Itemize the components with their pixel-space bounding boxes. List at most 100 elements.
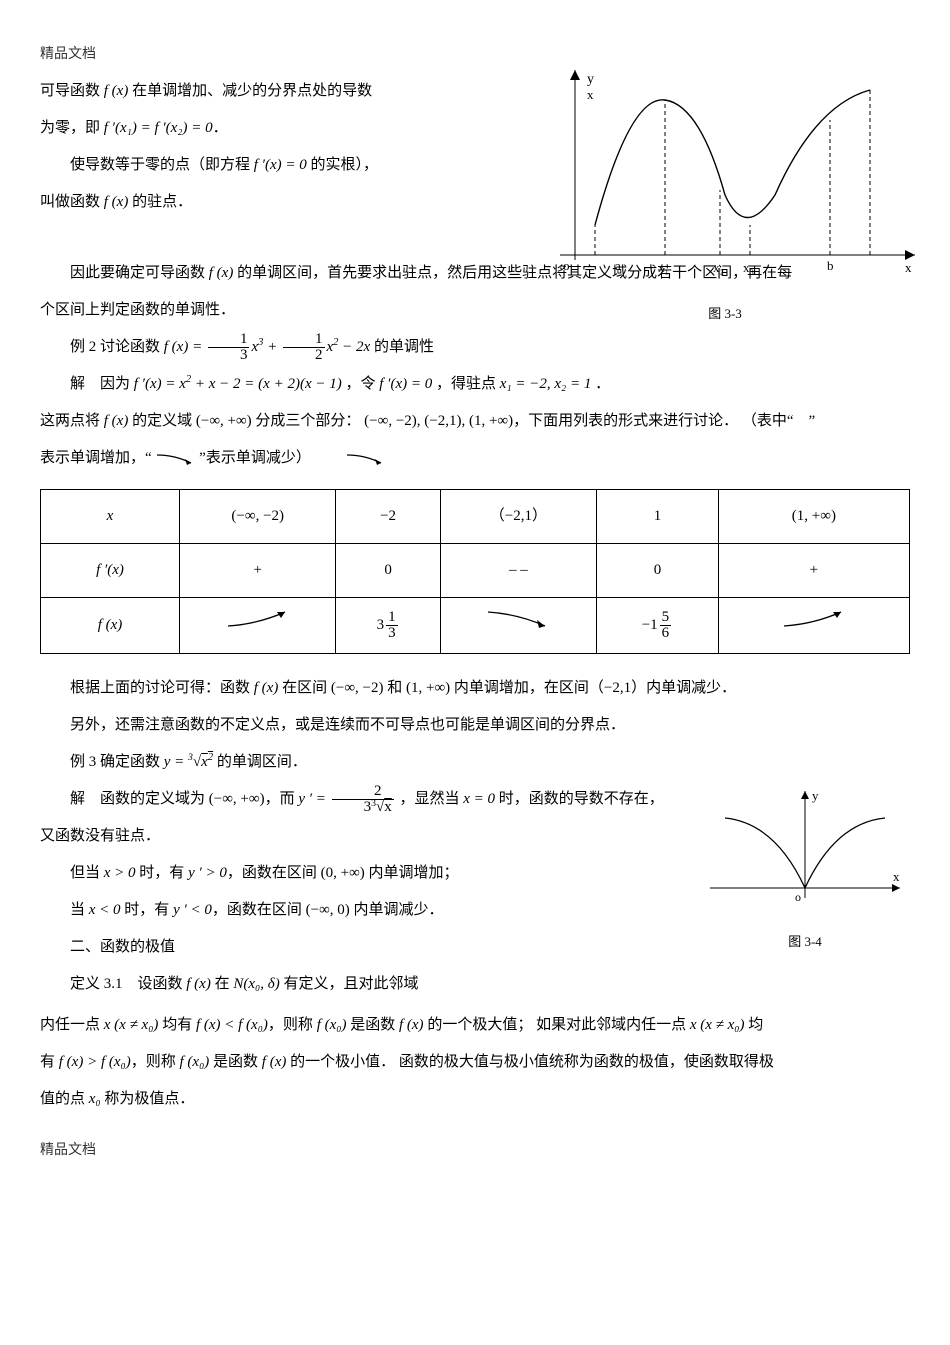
p7d: ，下面用列表的形式来进行讨论． （表中“ ” [513,413,815,429]
p15a: 值的点 [40,1091,89,1107]
def_c: 有定义，且对此邻域 [280,976,419,992]
arrow-up-icon [223,608,293,630]
cell: −2 [336,489,440,543]
xnex0-2: x (x ≠ x₀) [690,1017,745,1033]
p8b: ”表示单调减少） [199,450,311,466]
ex2b: 的单调性 [374,339,434,355]
arrow-up-icon-2 [779,608,849,630]
concl_b: 在区间 [278,680,331,696]
ex3b: 的单调区间． [217,754,307,770]
p9: 另外，还需注意函数的不定义点，或是连续而不可导点也可能是单调区间的分界点． [40,709,910,742]
ex3-y: y = 3√x2 [164,754,213,770]
fpx0-2: f ′(x) = 0 [379,376,432,392]
svg-text:o: o [795,890,801,904]
cell: −156 [597,597,719,653]
svg-text:x₃: x₃ [743,260,754,275]
cell-fx: f (x) [98,617,123,633]
svg-text:y: y [812,788,819,803]
def: 定义 3.1 设函数 f (x) 在 N(x₀, δ) 有定义，且对此邻域 [40,968,910,1001]
p3a: 使导数等于零的点（即方程 [70,157,254,173]
arrow-down-icon [483,608,553,630]
fig33-caption: 图 3-3 [530,300,920,329]
concl_c: 和 [383,680,406,696]
def_b: 在 [211,976,234,992]
def_a: 定义 3.1 设函数 [70,976,186,992]
frac13: 13 [208,332,250,363]
cell: f (x) [41,597,180,653]
x0pt: x₀ [89,1091,101,1107]
sol2-fpx: f ′(x) = x2 + x − 2 = (x + 2)(x − 1) [134,376,342,392]
figure-33-wrap: y x o a x₁ x₂ x₃ b x 图 3-3 可导函数 f (x) 在单… [40,75,910,219]
p3b: 的实根）， [307,157,378,173]
cell: 1 [597,489,719,543]
ypgt0: y ′ > 0 [188,865,227,881]
svg-text:o: o [563,258,570,273]
p1a: 可导函数 [40,83,104,99]
cell: (1, +∞) [718,489,909,543]
p4b: 的驻点． [128,194,192,210]
p13f: 均 [745,1017,764,1033]
sol2a: 解 因为 [70,376,134,392]
concl_a: 根据上面的讨论可得：函数 [70,680,254,696]
p8: 表示单调增加，“ ”表示单调减少） [40,442,910,475]
p11a: 但当 [70,865,104,881]
Nx0d: N(x₀, δ) [233,976,279,992]
cell: 0 [597,543,719,597]
p14b: ，则称 [131,1054,180,1070]
frac13b: 13 [386,610,398,641]
concl_e: ）内单调减少． [631,680,736,696]
p7c: 分成三个部分： [252,413,365,429]
p1b: 在单调增加、减少的分界点处的导数 [128,83,372,99]
val-neg1-5-6: −1 [642,617,658,633]
p14a: 有 [40,1054,59,1070]
cell-x: x [107,508,114,524]
p12c: ，函数在区间 [212,902,306,918]
table-row: f ′(x) + 0 – – 0 + [41,543,910,597]
svg-text:x: x [893,869,900,884]
ex3a: 例 3 确定函数 [70,754,164,770]
neginfinf: (−∞, +∞) [196,413,252,429]
ex2a: 例 2 讨论函数 [70,339,164,355]
xgt0: x > 0 [104,865,136,881]
p13c: ，则称 [268,1017,317,1033]
p12b: 时，有 [121,902,174,918]
frac12: 12 [283,332,325,363]
p2b: ． [213,120,228,136]
int0inf: (0, +∞) [321,865,365,881]
fx-8: f (x) [262,1054,287,1070]
svg-text:x: x [905,260,912,275]
figure-3-3: y x o a x₁ x₂ x₃ b x 图 3-3 [530,65,920,329]
p13a: 内任一点 [40,1017,104,1033]
cell [180,597,336,653]
intervals: (−∞, −2), (−2,1), (1, +∞) [364,413,513,429]
fx-5: f (x) [254,680,279,696]
val-3-1-3: 3 [377,617,385,633]
p7: 这两点将 f (x) 的定义域 (−∞, +∞) 分成三个部分： (−∞, −2… [40,405,910,438]
x3: x3 + [251,339,281,355]
concl_d: 内单调增加，在区间（ [450,680,604,696]
cell [440,597,596,653]
fx0-1: f (x₀) [317,1017,347,1033]
p11b: 时，有 [136,865,189,881]
p5a: 因此要确定可导函数 [70,265,209,281]
cell: x [41,489,180,543]
frac-2-3rx: 233√x [332,784,394,815]
cell: – – [440,543,596,597]
cell-fpx: f ′(x) [96,562,124,578]
p13e: 的一个极大值； 如果对此邻域内任一点 [424,1017,690,1033]
fxgtfx0: f (x) > f (x₀) [59,1054,131,1070]
cell: 313 [336,597,440,653]
int1: (−∞, −2) [331,680,384,696]
fx-3: f (x) [209,265,234,281]
sol3b: ，而 [265,791,299,807]
p14: 有 f (x) > f (x₀)，则称 f (x₀) 是函数 f (x) 的一个… [40,1046,910,1079]
cell: (−∞, −2) [180,489,336,543]
p7a: 这两点将 [40,413,104,429]
intneginf0: (−∞, 0) [306,902,350,918]
p8a: 表示单调增加，“ [40,450,152,466]
p15b: 称为极值点． [101,1091,195,1107]
p12a: 当 [70,902,89,918]
fig34-svg: x y o [700,783,910,913]
svg-text:x₂: x₂ [713,260,724,275]
sol3d: 时，函数的导数不存在， [495,791,664,807]
